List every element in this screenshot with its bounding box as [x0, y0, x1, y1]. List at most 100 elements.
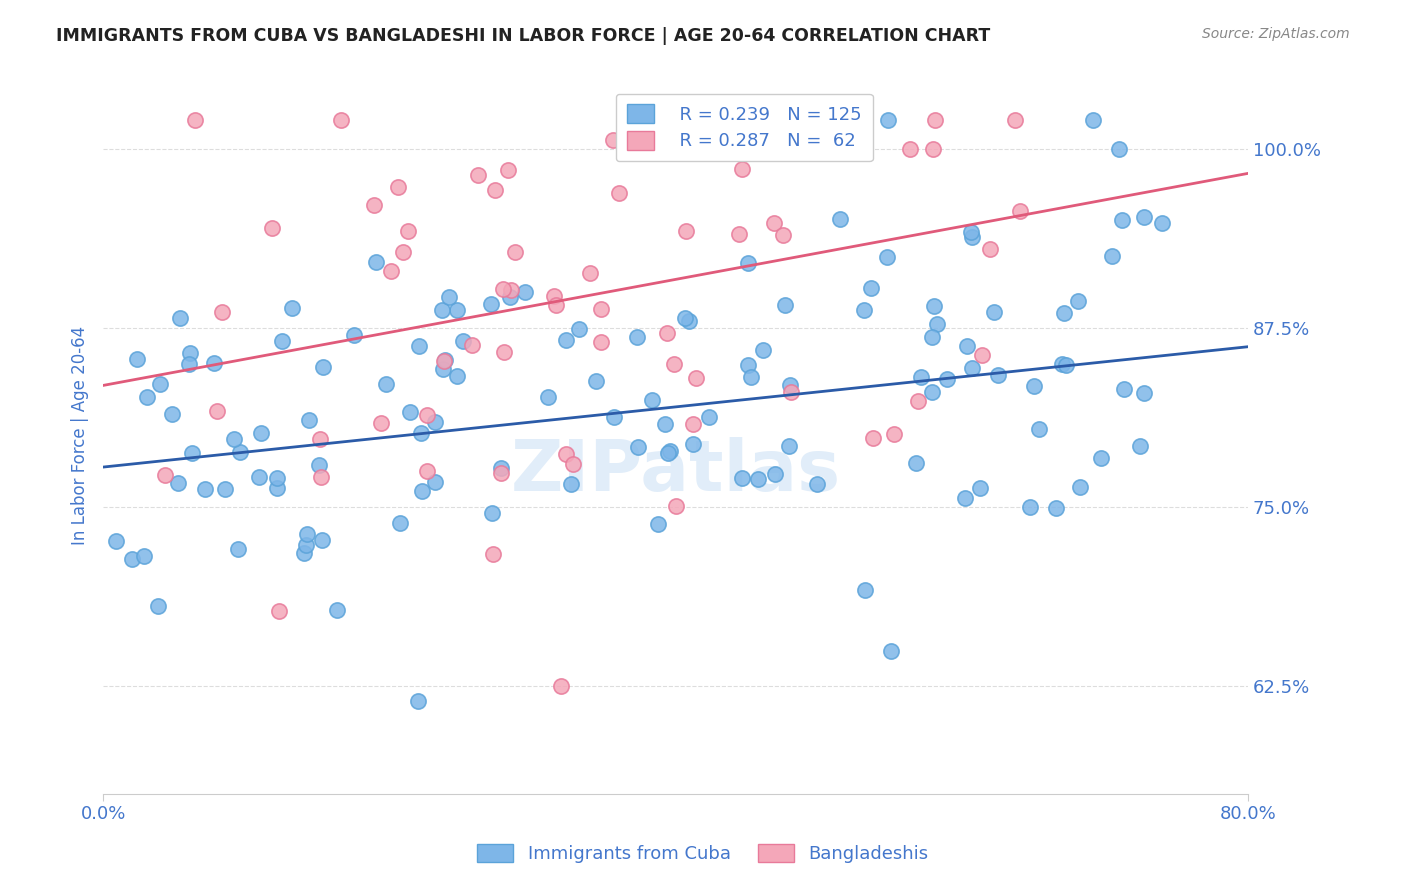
Immigrants from Cuba — [423, 475, 446, 489]
Immigrants from Cuba — [1053, 306, 1076, 320]
Immigrants from Cuba — [737, 255, 759, 269]
Bangladeshis — [763, 216, 786, 230]
Immigrants from Cuba — [960, 225, 983, 239]
Immigrants from Cuba — [343, 327, 366, 342]
Bangladeshis — [415, 408, 437, 422]
Immigrants from Cuba — [751, 343, 773, 357]
Immigrants from Cuba — [1133, 386, 1156, 401]
Immigrants from Cuba — [312, 359, 335, 374]
Bangladeshis — [768, 113, 790, 128]
Immigrants from Cuba — [922, 299, 945, 313]
Immigrants from Cuba — [292, 547, 315, 561]
Immigrants from Cuba — [1101, 249, 1123, 263]
Immigrants from Cuba — [560, 477, 582, 491]
Immigrants from Cuba — [266, 482, 288, 496]
Immigrants from Cuba — [904, 456, 927, 470]
Immigrants from Cuba — [160, 408, 183, 422]
Immigrants from Cuba — [479, 297, 502, 311]
Immigrants from Cuba — [1050, 357, 1073, 371]
Bangladeshis — [664, 357, 686, 371]
Immigrants from Cuba — [673, 311, 696, 326]
Immigrants from Cuba — [859, 281, 882, 295]
Immigrants from Cuba — [921, 330, 943, 344]
Bangladeshis — [665, 499, 688, 513]
Immigrants from Cuba — [658, 443, 681, 458]
Immigrants from Cuba — [925, 317, 948, 331]
Bangladeshis — [205, 403, 228, 417]
Immigrants from Cuba — [1069, 480, 1091, 494]
Immigrants from Cuba — [249, 425, 271, 440]
Immigrants from Cuba — [641, 392, 664, 407]
Immigrants from Cuba — [747, 472, 769, 486]
Immigrants from Cuba — [1108, 142, 1130, 156]
Immigrants from Cuba — [537, 390, 560, 404]
Immigrants from Cuba — [446, 303, 468, 318]
Bangladeshis — [370, 416, 392, 430]
Immigrants from Cuba — [229, 444, 252, 458]
Immigrants from Cuba — [297, 527, 319, 541]
Immigrants from Cuba — [779, 378, 801, 392]
Bangladeshis — [396, 224, 419, 238]
Immigrants from Cuba — [298, 412, 321, 426]
Immigrants from Cuba — [627, 441, 650, 455]
Immigrants from Cuba — [181, 445, 204, 459]
Immigrants from Cuba — [214, 482, 236, 496]
Immigrants from Cuba — [132, 549, 155, 563]
Immigrants from Cuba — [763, 467, 786, 481]
Bangladeshis — [308, 433, 330, 447]
Immigrants from Cuba — [281, 301, 304, 316]
Bangladeshis — [550, 679, 572, 693]
Immigrants from Cuba — [311, 533, 333, 547]
Immigrants from Cuba — [432, 362, 454, 376]
Bangladeshis — [979, 243, 1001, 257]
Bangladeshis — [363, 198, 385, 212]
Immigrants from Cuba — [960, 361, 983, 376]
Bangladeshis — [655, 326, 678, 340]
Immigrants from Cuba — [921, 385, 943, 400]
Bangladeshis — [924, 113, 946, 128]
Bangladeshis — [970, 348, 993, 362]
Immigrants from Cuba — [806, 476, 828, 491]
Immigrants from Cuba — [451, 334, 474, 348]
Bangladeshis — [184, 113, 207, 128]
Bangladeshis — [496, 163, 519, 178]
Immigrants from Cuba — [682, 437, 704, 451]
Bangladeshis — [309, 470, 332, 484]
Immigrants from Cuba — [657, 446, 679, 460]
Immigrants from Cuba — [1152, 216, 1174, 230]
Immigrants from Cuba — [678, 313, 700, 327]
Immigrants from Cuba — [1111, 213, 1133, 227]
Immigrants from Cuba — [737, 358, 759, 372]
Bangladeshis — [731, 161, 754, 176]
Bangladeshis — [482, 547, 505, 561]
Immigrants from Cuba — [121, 551, 143, 566]
Immigrants from Cuba — [398, 405, 420, 419]
Immigrants from Cuba — [555, 334, 578, 348]
Legend:   R = 0.239   N = 125,   R = 0.287   N =  62: R = 0.239 N = 125, R = 0.287 N = 62 — [616, 94, 873, 161]
Immigrants from Cuba — [1090, 451, 1112, 466]
Immigrants from Cuba — [408, 339, 430, 353]
Immigrants from Cuba — [388, 516, 411, 530]
Immigrants from Cuba — [127, 351, 149, 366]
Immigrants from Cuba — [1129, 439, 1152, 453]
Immigrants from Cuba — [446, 368, 468, 383]
Immigrants from Cuba — [1022, 379, 1045, 393]
Bangladeshis — [467, 168, 489, 182]
Immigrants from Cuba — [852, 302, 875, 317]
Immigrants from Cuba — [1112, 382, 1135, 396]
Immigrants from Cuba — [1081, 113, 1104, 128]
Immigrants from Cuba — [434, 352, 457, 367]
Immigrants from Cuba — [697, 410, 720, 425]
Immigrants from Cuba — [169, 311, 191, 326]
Immigrants from Cuba — [936, 372, 959, 386]
Immigrants from Cuba — [602, 409, 624, 424]
Immigrants from Cuba — [731, 471, 754, 485]
Immigrants from Cuba — [179, 345, 201, 359]
Bangladeshis — [489, 467, 512, 481]
Bangladeshis — [780, 384, 803, 399]
Immigrants from Cuba — [498, 290, 520, 304]
Immigrants from Cuba — [647, 516, 669, 531]
Bangladeshis — [682, 417, 704, 431]
Bangladeshis — [907, 394, 929, 409]
Text: ZIPatlas: ZIPatlas — [510, 437, 841, 506]
